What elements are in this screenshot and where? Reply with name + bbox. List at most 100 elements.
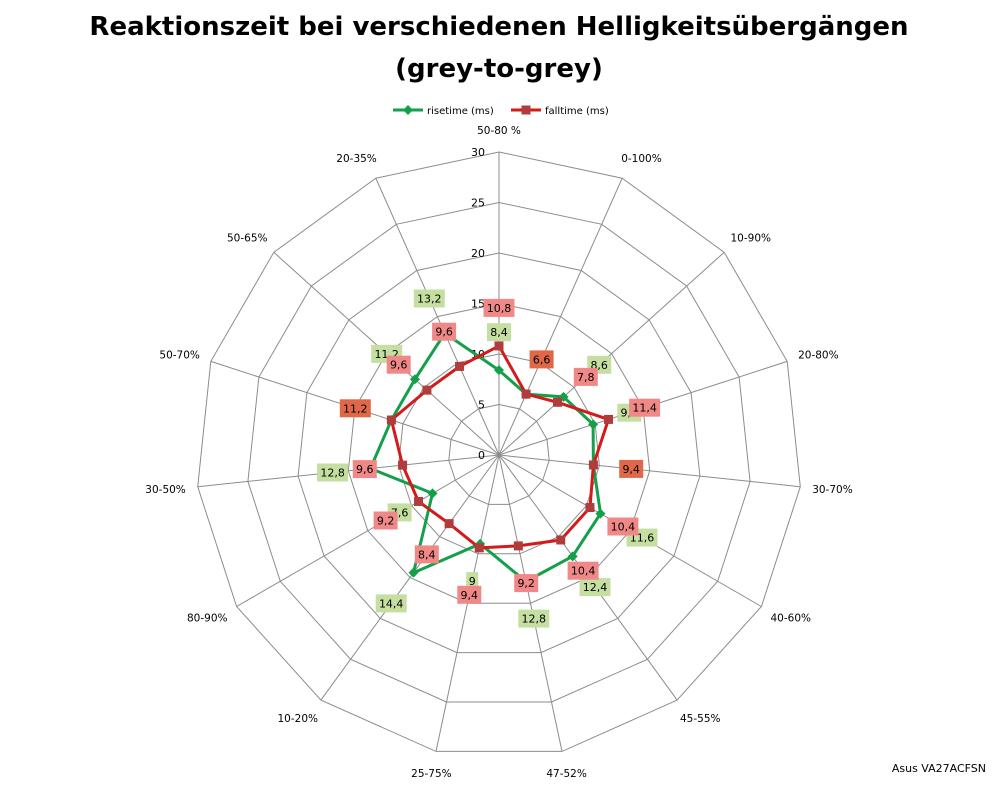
data-label: 9,6: [356, 463, 374, 476]
category-label: 47-52%: [546, 768, 587, 780]
grid-spoke: [236, 454, 500, 607]
data-label-bg: [375, 594, 407, 613]
data-label: 9,4: [622, 463, 640, 476]
data-label-bg: [339, 399, 371, 418]
data-label-bg: [373, 511, 398, 530]
grid-ring: [197, 151, 801, 752]
grid-ring: [297, 252, 701, 654]
data-point: [409, 374, 420, 385]
r-tick-label: 25: [471, 197, 485, 210]
legend-label: risetime (ms): [427, 106, 494, 117]
category-label: 10-90%: [731, 233, 772, 245]
data-label: 10,4: [571, 565, 596, 578]
data-label-bg: [518, 609, 550, 628]
category-label: 80-90%: [187, 613, 228, 625]
category-label: 50-65%: [227, 233, 268, 245]
data-label-bg: [466, 572, 479, 591]
data-label: 9,4: [461, 589, 479, 602]
chart-title-line1: Reaktionszeit bei verschiedenen Helligke…: [89, 12, 909, 42]
data-label: 12,8: [320, 467, 345, 480]
data-point: [494, 341, 504, 351]
data-label: 11,4: [632, 402, 657, 415]
data-label-bg: [567, 561, 599, 580]
data-label: 13,2: [417, 293, 442, 306]
data-label: 9,2: [517, 577, 535, 590]
grid-spoke: [498, 177, 623, 456]
data-point: [414, 496, 424, 506]
data-point: [408, 567, 419, 578]
data-point: [556, 535, 566, 545]
data-label-bg: [514, 574, 539, 593]
data-label-bg: [529, 350, 554, 369]
data-label: 10,4: [611, 521, 636, 534]
category-label: 40-60%: [771, 613, 812, 625]
chart-title-line2: (grey-to-grey): [395, 54, 603, 84]
data-point: [494, 365, 504, 376]
category-label: 30-70%: [812, 484, 853, 496]
data-label: 10,8: [487, 302, 512, 315]
data-label: 8,4: [490, 326, 508, 339]
data-point: [427, 488, 438, 499]
category-label: 20-35%: [336, 153, 377, 165]
data-label-bg: [352, 460, 377, 479]
grid-spoke: [498, 454, 801, 488]
category-label: 45-55%: [680, 713, 721, 725]
data-label-bg: [607, 517, 639, 536]
grid-spoke: [498, 251, 725, 456]
data-label: 9: [469, 575, 476, 588]
data-label-bg: [629, 398, 661, 417]
data-point: [588, 460, 598, 470]
category-label: 0-100%: [621, 153, 662, 165]
data-label-bg: [487, 323, 511, 342]
data-point: [521, 389, 531, 399]
legend-label: falltime (ms): [545, 106, 609, 117]
data-point: [444, 519, 454, 529]
data-label-bg: [457, 585, 482, 604]
data-point: [567, 551, 578, 562]
r-tick-label: 20: [471, 247, 485, 260]
data-point: [398, 460, 408, 470]
data-label-bg: [579, 578, 611, 597]
grid-spoke: [375, 177, 500, 456]
data-label-bg: [483, 298, 515, 317]
r-tick-label: 30: [471, 146, 485, 159]
data-point: [455, 361, 465, 371]
category-label: 30-50%: [145, 484, 186, 496]
data-point: [588, 419, 599, 430]
data-point: [604, 414, 614, 424]
data-point: [585, 503, 595, 513]
data-point: [474, 543, 484, 553]
data-label-bg: [317, 463, 349, 482]
data-label: 6,6: [533, 353, 551, 366]
grid-ring: [247, 201, 751, 703]
data-label-bg: [432, 322, 457, 341]
grid-spoke: [498, 454, 563, 752]
data-label: 11,2: [343, 402, 368, 415]
data-label: 12,4: [583, 581, 608, 594]
data-label: 9,6: [435, 326, 453, 339]
grid-spoke: [320, 454, 500, 701]
r-tick-label: 5: [478, 399, 485, 412]
category-label: 20-80%: [798, 350, 839, 362]
data-point: [386, 415, 396, 425]
category-label: 50-70%: [159, 350, 200, 362]
data-label-bg: [386, 355, 411, 374]
legend-marker: [521, 105, 531, 115]
category-label: 25-75%: [411, 768, 452, 780]
data-label: 7,8: [577, 371, 595, 384]
data-label: 9,6: [390, 359, 408, 372]
data-label: 8,4: [418, 548, 436, 561]
watermark: Asus VA27ACFSN: [891, 762, 986, 775]
grid-ring: [398, 353, 600, 555]
data-label: 14,4: [379, 597, 404, 610]
data-point: [513, 541, 523, 551]
data-label: 12,8: [522, 613, 547, 626]
series-line: [389, 344, 610, 550]
legend-marker: [403, 105, 413, 115]
r-tick-label: 0: [478, 449, 485, 462]
data-label-bg: [413, 289, 445, 308]
r-tick-label: 15: [471, 298, 485, 311]
grid-ring: [347, 302, 651, 604]
data-point: [595, 508, 606, 519]
